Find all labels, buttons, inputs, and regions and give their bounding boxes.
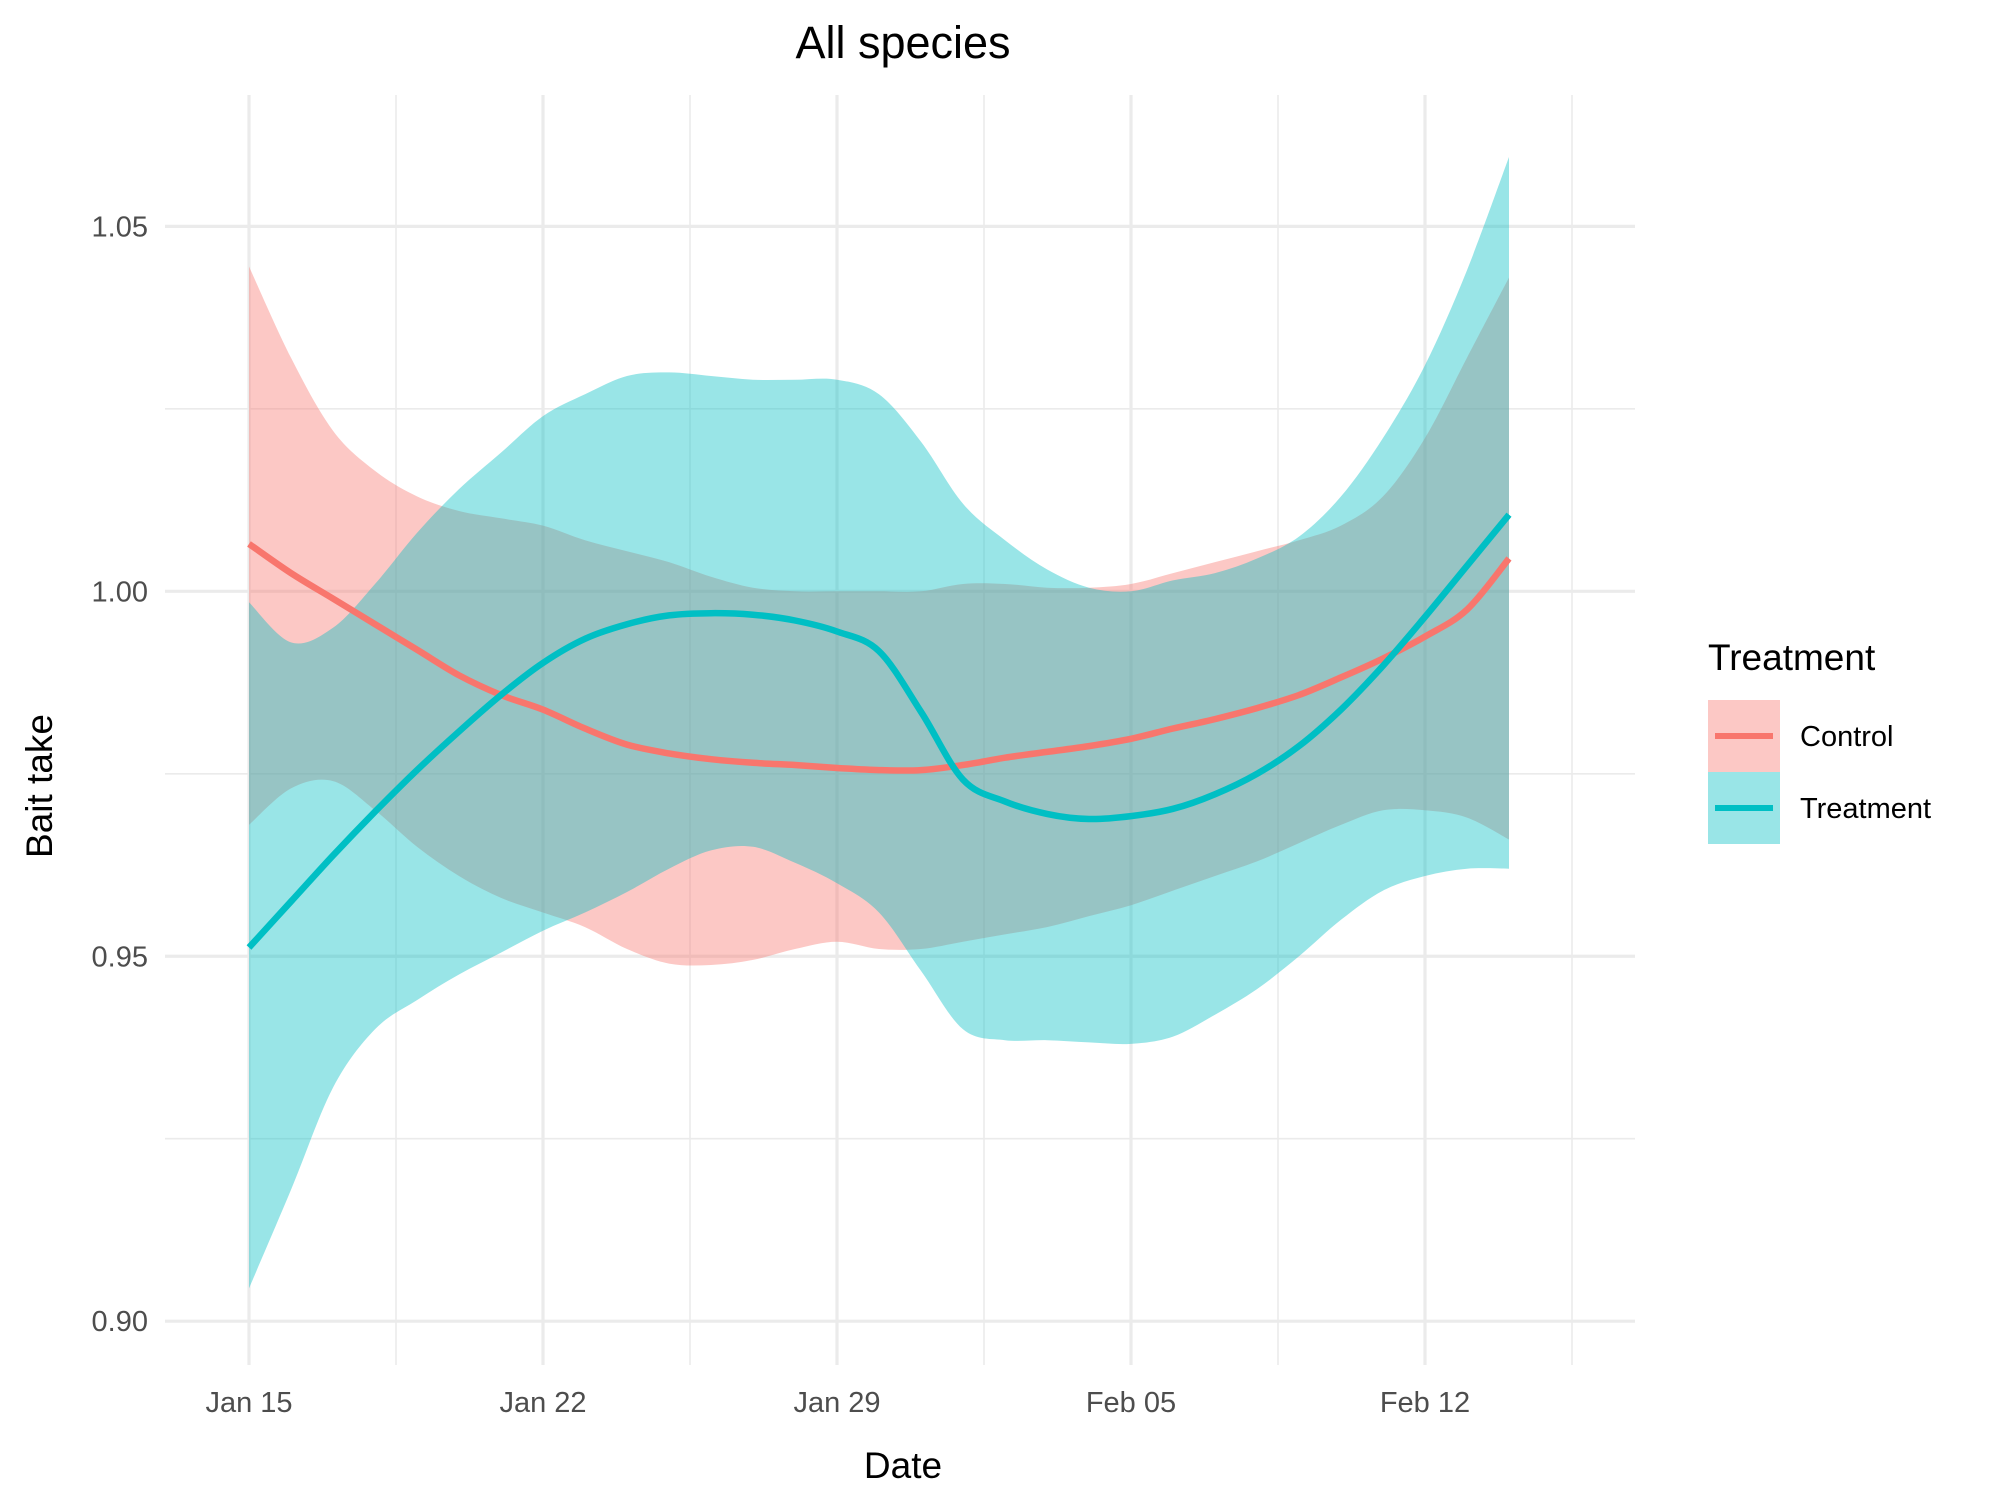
legend-title: Treatment [1708,637,1876,678]
legend-label-control: Control [1800,721,1894,753]
y-tick-label: 0.95 [92,941,148,973]
x-tick-label: Feb 12 [1380,1387,1470,1419]
y-axis-title: Bait take [19,714,60,858]
tick-labels: 0.90 0.95 1.00 1.05 Jan 15 Jan 22 Jan 29 Feb 05… [92,211,1471,1419]
x-tick-label: Jan 29 [793,1387,880,1419]
legend-label-treatment: Treatment [1800,793,1931,825]
line-treatment [246,512,1512,950]
y-tick-label: 1.00 [92,576,148,608]
chart-title: All species [795,17,1010,68]
ribbon-control [249,266,1509,966]
grid [165,95,1635,1365]
x-tick-label: Jan 15 [205,1387,292,1419]
x-tick-label: Feb 05 [1086,1387,1176,1419]
confidence-ribbons [249,157,1509,1289]
y-tick-label: 0.90 [92,1306,148,1338]
line-control [247,541,1512,774]
y-tick-label: 1.05 [92,211,148,243]
x-tick-label: Jan 22 [499,1387,586,1419]
ribbon-treatment [249,157,1509,1289]
legend: Treatment Control Treatment [1708,637,1931,844]
series-lines [246,512,1512,950]
x-axis-title: Date [864,1445,942,1486]
